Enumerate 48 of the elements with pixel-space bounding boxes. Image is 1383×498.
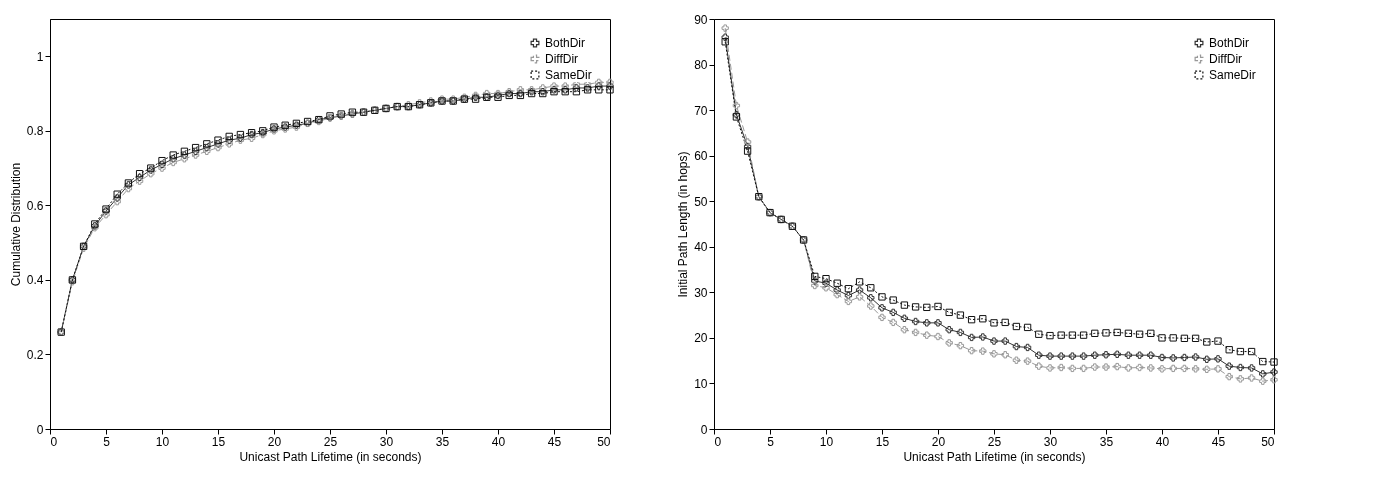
y-tick-label: 0.8 [26, 124, 44, 139]
x-tick-label: 50 [1261, 434, 1275, 449]
x-tick-label: 0 [714, 434, 722, 449]
y-tick-label: 10 [694, 376, 708, 391]
x-tick-label: 15 [211, 434, 226, 449]
x-tick-label: 45 [547, 434, 562, 449]
y-tick-label: 0 [700, 422, 708, 437]
x-axis-title: Unicast Path Lifetime (in seconds) [903, 449, 1086, 464]
y-tick-label: 0.4 [26, 273, 44, 288]
y-tick-label: 90 [694, 12, 708, 27]
y-tick-label: 0.6 [26, 198, 44, 213]
y-tick-label: 1 [36, 49, 44, 64]
y-tick-label: 80 [694, 58, 708, 73]
x-tick-label: 15 [875, 434, 890, 449]
legend-label: DiffDir [1209, 52, 1243, 66]
y-axis-title: Initial Path Length (in hops) [676, 151, 691, 298]
legend-label: SameDir [545, 68, 592, 82]
y-tick-label: 50 [694, 194, 708, 209]
x-tick-label: 25 [987, 434, 1002, 449]
x-tick-label: 25 [323, 434, 338, 449]
x-tick-label: 10 [155, 434, 170, 449]
y-axis-title: Cumulative Distribution [8, 162, 23, 287]
y-tick-label: 60 [694, 149, 708, 164]
x-tick-label: 30 [1043, 434, 1058, 449]
y-tick-label: 0.2 [26, 347, 44, 362]
x-tick-label: 10 [819, 434, 834, 449]
x-tick-label: 35 [435, 434, 450, 449]
x-tick-label: 40 [1155, 434, 1170, 449]
y-tick-label: 30 [694, 285, 708, 300]
legend-label: DiffDir [545, 52, 579, 66]
legend-label: BothDir [545, 36, 586, 50]
x-tick-label: 20 [931, 434, 946, 449]
y-tick-label: 0 [36, 422, 44, 437]
x-tick-label: 5 [767, 434, 775, 449]
x-tick-label: 0 [50, 434, 58, 449]
y-tick-label: 40 [694, 240, 708, 255]
x-tick-label: 30 [379, 434, 394, 449]
x-tick-label: 20 [267, 434, 282, 449]
x-tick-label: 50 [597, 434, 611, 449]
legend-label: BothDir [1209, 36, 1250, 50]
y-tick-label: 20 [694, 331, 708, 346]
x-tick-label: 45 [1211, 434, 1226, 449]
x-tick-label: 40 [491, 434, 506, 449]
x-tick-label: 35 [1099, 434, 1114, 449]
x-axis-title: Unicast Path Lifetime (in seconds) [239, 449, 422, 464]
legend-label: SameDir [1209, 68, 1256, 82]
x-tick-label: 5 [103, 434, 111, 449]
y-tick-label: 70 [694, 103, 708, 118]
